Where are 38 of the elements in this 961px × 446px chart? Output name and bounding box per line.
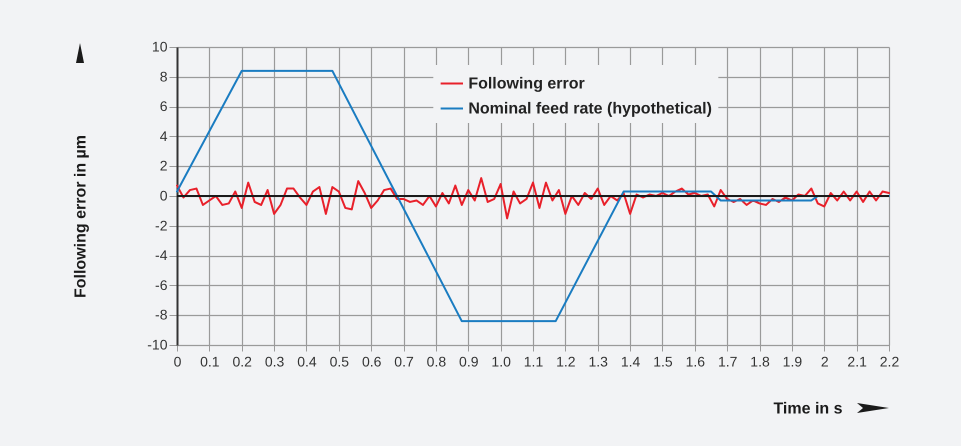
x-tick-label: 1.3	[588, 354, 608, 370]
y-tick-label: 2	[160, 158, 168, 174]
x-axis-title: Time in s	[773, 400, 843, 418]
x-tick-label: 1.6	[686, 354, 706, 370]
y-tick-label: 10	[152, 38, 168, 54]
legend-label: Following error	[468, 76, 585, 92]
y-tick-label: -4	[155, 247, 168, 264]
x-tick-label: 1.1	[524, 354, 544, 370]
y-tick-label: -6	[155, 276, 168, 293]
y-tick-label: -2	[155, 217, 168, 234]
y-tick-label: -10	[147, 336, 168, 352]
y-tick-label: 4	[160, 128, 168, 144]
x-tick-label: 0.2	[232, 354, 252, 370]
x-tick-label: 1.9	[782, 354, 802, 370]
x-tick-label: 1.8	[750, 354, 770, 370]
y-tick-label: 6	[160, 98, 168, 114]
x-tick-label: 2.1	[847, 354, 868, 370]
y-tick-label: 0	[160, 188, 168, 204]
x-tick-label: 2	[820, 354, 829, 370]
x-tick-label: 1.0	[491, 354, 512, 370]
x-tick-label: 0.7	[394, 354, 414, 370]
x-tick-label: 0.6	[362, 354, 382, 370]
x-tick-label: 0.5	[330, 354, 350, 370]
x-tick-label: 1.4	[620, 354, 641, 370]
y-tick-label: -8	[155, 306, 168, 323]
x-tick-label: 1.7	[718, 354, 738, 370]
x-tick-label: 0.9	[459, 354, 479, 370]
x-tick-label: 2.2	[880, 354, 900, 370]
x-tick-label: 1.5	[653, 354, 673, 370]
x-tick-label: 0.3	[264, 354, 285, 370]
x-tick-label: 0.1	[200, 354, 220, 370]
legend-label: Nominal feed rate (hypothetical)	[468, 100, 712, 118]
x-tick-label: 1.2	[556, 354, 576, 370]
y-tick-label: 8	[160, 68, 168, 84]
y-axis-title: Following error in µm	[72, 135, 90, 298]
x-tick-label: 0.8	[426, 354, 446, 370]
x-tick-label: 0	[174, 354, 182, 370]
x-tick-label: 0.4	[297, 354, 317, 370]
